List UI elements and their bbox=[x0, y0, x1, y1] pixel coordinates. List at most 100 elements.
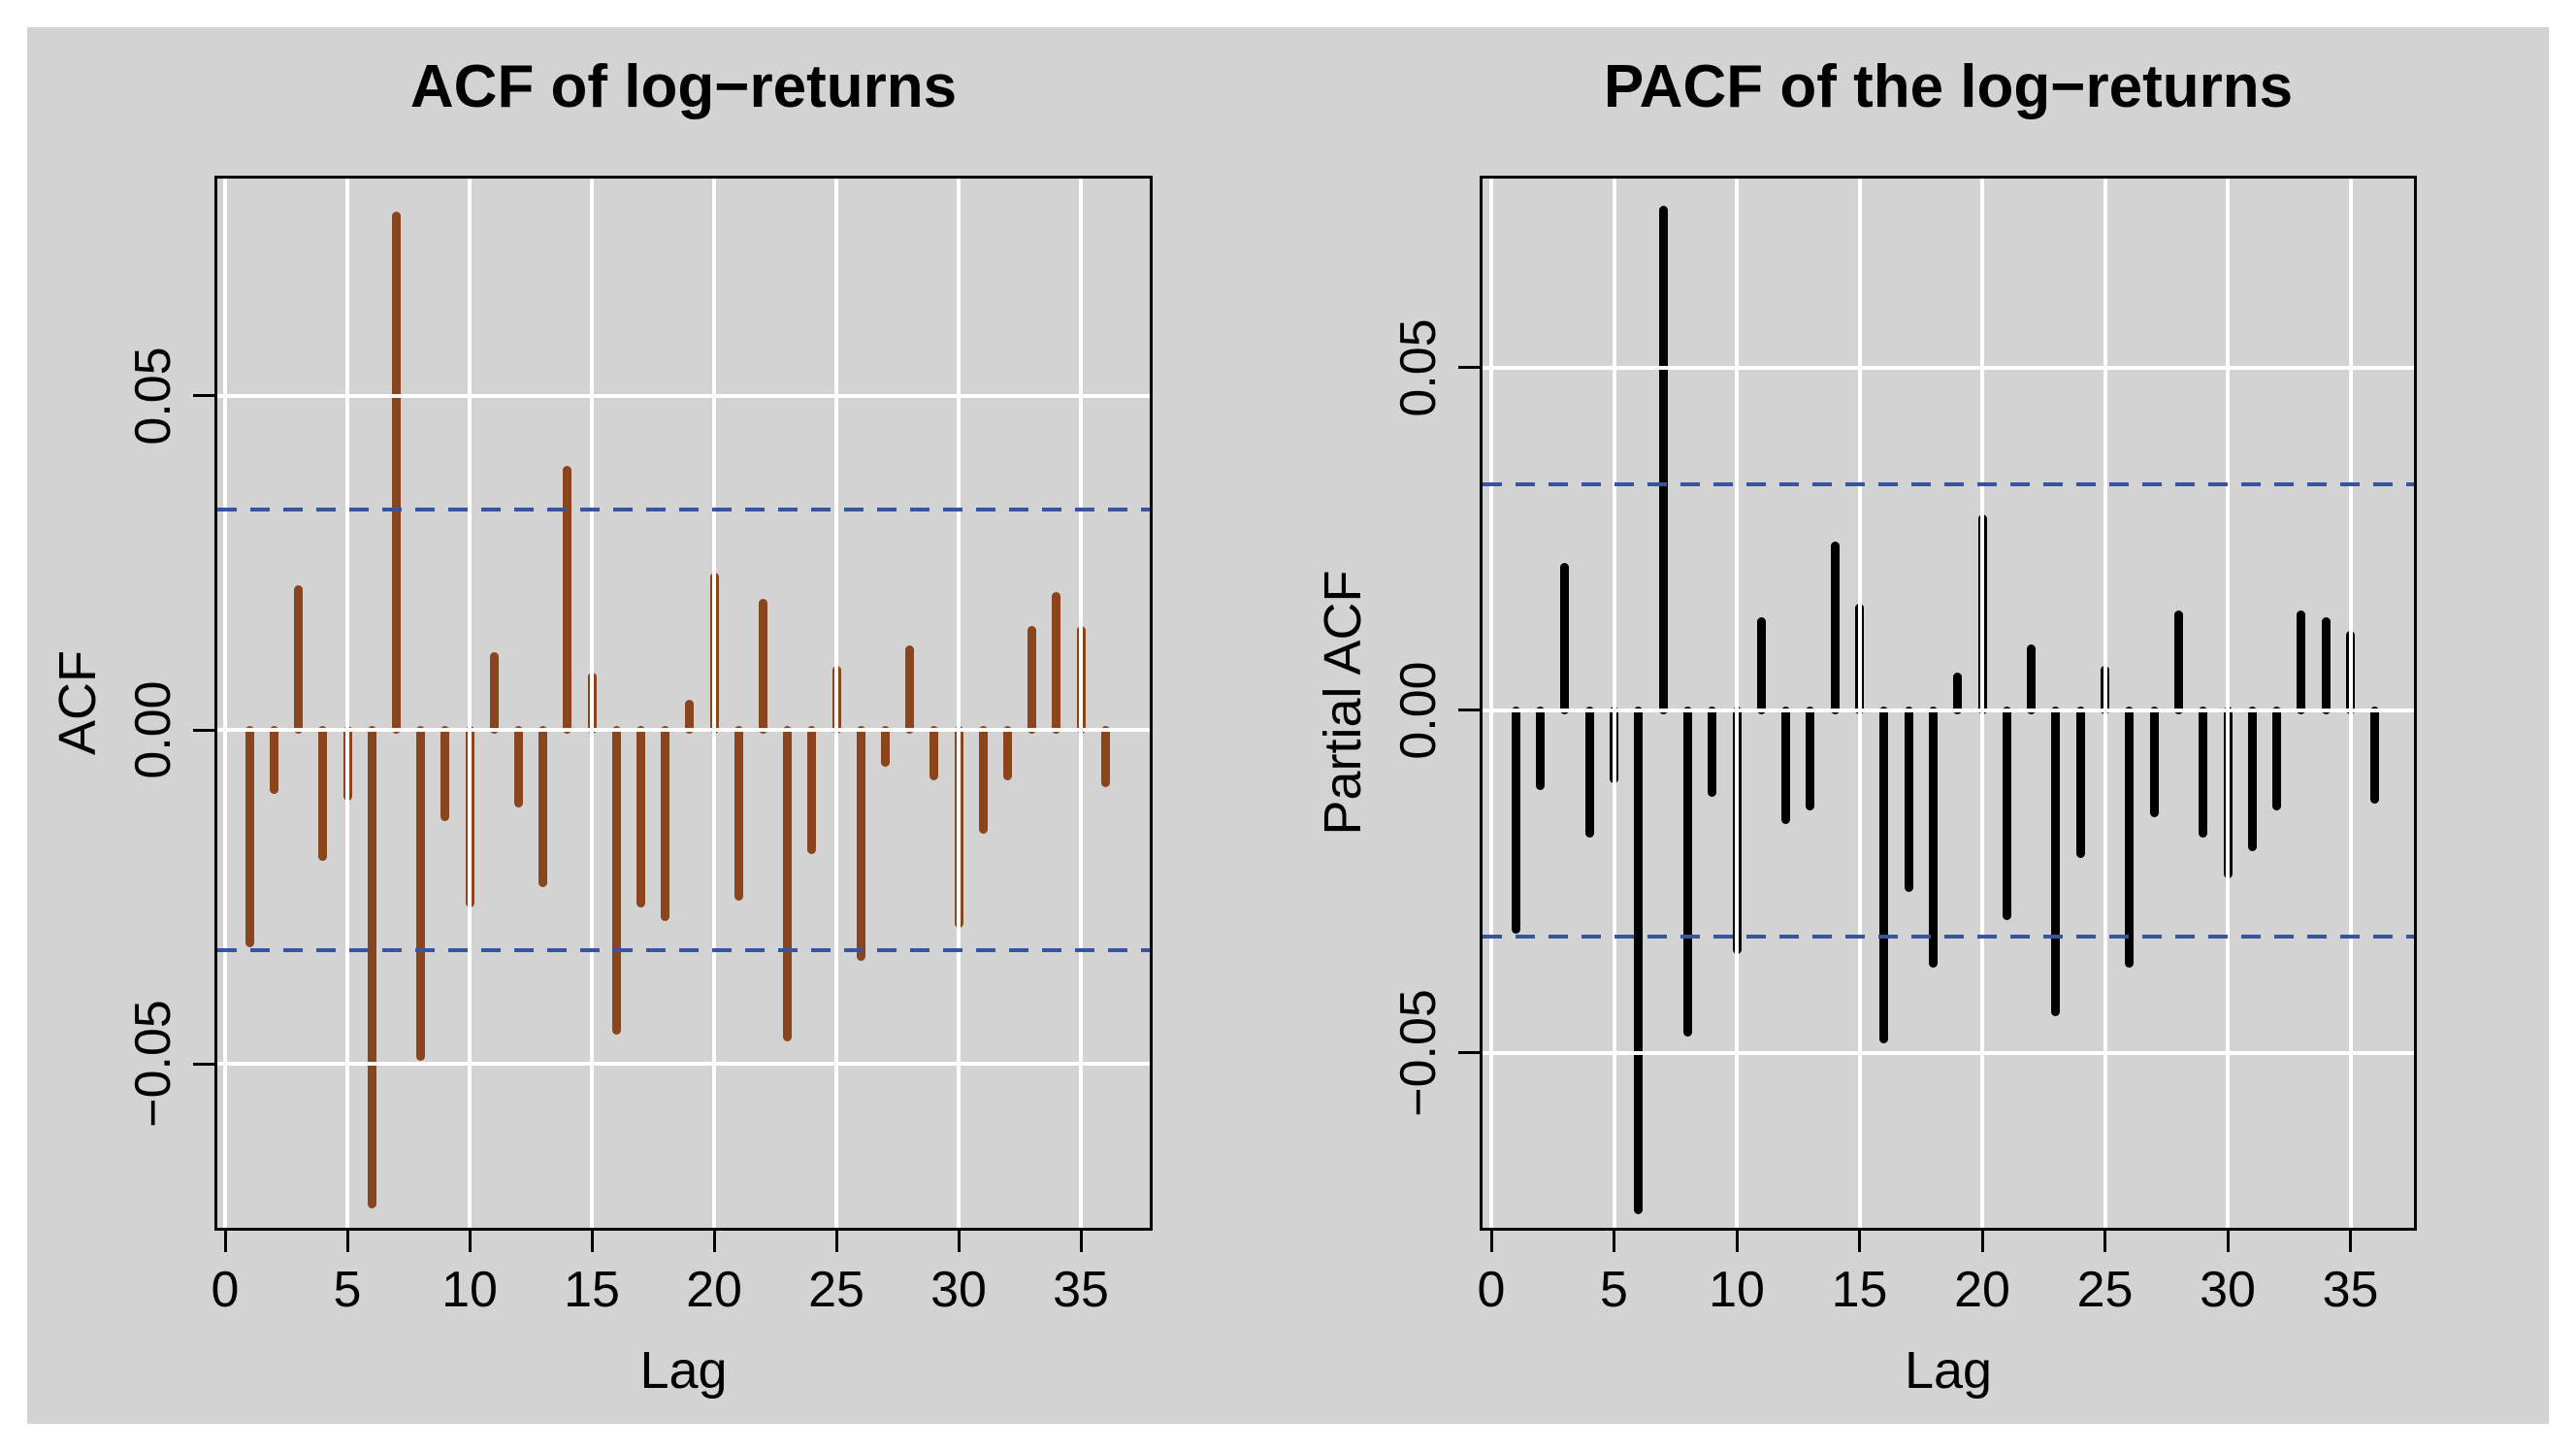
pacf-bar-lag-23 bbox=[2051, 706, 2061, 1016]
acf-bar-lag-13 bbox=[538, 726, 548, 888]
pacf-bar-lag-33 bbox=[2297, 610, 2306, 714]
acf-bar-lag-28 bbox=[905, 645, 915, 735]
acf-gridline-v-15 bbox=[590, 179, 594, 1228]
acf-bar-lag-22 bbox=[758, 599, 767, 735]
pacf-x-tick-30 bbox=[2226, 1231, 2230, 1252]
acf-bar-lag-7 bbox=[391, 211, 401, 735]
pacf-bar-lag-36 bbox=[2370, 706, 2380, 804]
acf-bar-lag-8 bbox=[416, 726, 426, 1062]
acf-bar-lag-14 bbox=[563, 465, 572, 735]
acf-plot-border bbox=[214, 176, 1153, 1231]
pacf-gridline-v-5 bbox=[1612, 179, 1616, 1228]
pacf-bar-lag-31 bbox=[2247, 706, 2257, 852]
acf-y-tick-0 bbox=[193, 394, 214, 398]
acf-confidence-band-lower bbox=[217, 948, 1150, 953]
pacf-x-tick-5 bbox=[1613, 1231, 1615, 1252]
acf-x-tick-label-25: 25 bbox=[808, 1262, 864, 1318]
pacf-plot-border bbox=[1480, 176, 2417, 1231]
pacf-x-tick-35 bbox=[2349, 1231, 2352, 1252]
pacf-bar-lag-17 bbox=[1904, 706, 1913, 893]
pacf-bar-lag-19 bbox=[1953, 672, 1963, 714]
pacf-bar-lag-6 bbox=[1634, 706, 1644, 1215]
pacf-x-tick-20 bbox=[1980, 1231, 1984, 1252]
acf-bar-lag-9 bbox=[440, 726, 450, 821]
pacf-x-tick-label-5: 5 bbox=[1600, 1262, 1628, 1318]
acf-bar-lag-2 bbox=[269, 726, 278, 794]
pacf-confidence-band-lower bbox=[1483, 934, 2414, 939]
pacf-bar-lag-28 bbox=[2173, 610, 2183, 714]
pacf-gridline-v-25 bbox=[2103, 179, 2107, 1228]
acf-bar-lag-21 bbox=[734, 726, 743, 902]
pacf-x-tick-label-10: 10 bbox=[1709, 1262, 1765, 1318]
acf-y-tick-label-1: 0.00 bbox=[125, 680, 181, 779]
acf-x-tick-label-5: 5 bbox=[333, 1262, 362, 1318]
pacf-bar-lag-11 bbox=[1756, 617, 1766, 714]
acf-x-tick-15 bbox=[590, 1231, 594, 1252]
acf-x-tick-0 bbox=[223, 1231, 227, 1252]
pacf-y-tick-2 bbox=[1458, 1051, 1480, 1055]
pacf-gridline-h-0 bbox=[1483, 365, 2414, 370]
pacf-x-tick-10 bbox=[1735, 1231, 1739, 1252]
pacf-bar-lag-26 bbox=[2125, 706, 2135, 969]
pacf-bar-lag-34 bbox=[2321, 617, 2331, 714]
acf-bar-lag-23 bbox=[783, 726, 793, 1041]
acf-bar-lag-27 bbox=[880, 726, 890, 768]
pacf-x-tick-label-0: 0 bbox=[1477, 1262, 1506, 1318]
pacf-bar-lag-22 bbox=[2027, 644, 2037, 714]
pacf-confidence-band-upper bbox=[1483, 481, 2414, 486]
acf-bar-lag-16 bbox=[611, 726, 621, 1035]
acf-x-axis-label: Lag bbox=[639, 1341, 728, 1400]
acf-gridline-v-5 bbox=[345, 179, 349, 1228]
pacf-bar-lag-13 bbox=[1806, 706, 1815, 810]
pacf-bar-lag-8 bbox=[1682, 706, 1692, 1037]
pacf-bar-lag-32 bbox=[2272, 706, 2282, 810]
acf-x-tick-label-10: 10 bbox=[441, 1262, 498, 1318]
pacf-bar-lag-1 bbox=[1511, 706, 1520, 934]
acf-x-tick-label-15: 15 bbox=[564, 1262, 620, 1318]
acf-gridline-v-30 bbox=[957, 179, 961, 1228]
acf-gridline-h-2 bbox=[217, 1062, 1150, 1067]
pacf-y-tick-label-0: 0.05 bbox=[1390, 318, 1447, 417]
acf-y-tick-label-2: −0.05 bbox=[125, 1000, 181, 1129]
acf-bar-lag-4 bbox=[318, 726, 328, 861]
pacf-bar-lag-14 bbox=[1830, 542, 1840, 714]
acf-x-tick-25 bbox=[834, 1231, 838, 1252]
acf-bar-lag-33 bbox=[1027, 625, 1037, 735]
pacf-gridline-h-1 bbox=[1483, 708, 2414, 712]
pacf-gridline-h-2 bbox=[1483, 1050, 2414, 1055]
acf-bar-lag-6 bbox=[367, 726, 376, 1208]
acf-bar-lag-11 bbox=[489, 652, 499, 735]
pacf-x-axis-label: Lag bbox=[1904, 1341, 1993, 1400]
acf-y-axis-label: ACF bbox=[49, 650, 107, 755]
pacf-bar-lag-21 bbox=[2002, 706, 2011, 920]
pacf-x-tick-label-35: 35 bbox=[2322, 1262, 2379, 1318]
acf-bar-lag-3 bbox=[294, 585, 304, 735]
acf-bar-lag-1 bbox=[245, 726, 254, 948]
pacf-y-tick-label-1: 0.00 bbox=[1390, 661, 1447, 760]
acf-bar-lag-12 bbox=[513, 726, 523, 808]
acf-gridline-v-10 bbox=[468, 179, 472, 1228]
pacf-x-tick-label-25: 25 bbox=[2076, 1262, 2134, 1318]
pacf-bar-lag-24 bbox=[2075, 706, 2085, 859]
pacf-gridline-v-30 bbox=[2226, 179, 2230, 1228]
pacf-x-tick-0 bbox=[1489, 1231, 1493, 1252]
pacf-bar-lag-18 bbox=[1928, 706, 1938, 969]
acf-x-tick-10 bbox=[468, 1231, 472, 1252]
acf-bar-lag-17 bbox=[636, 726, 645, 908]
pacf-bar-lag-29 bbox=[2199, 706, 2208, 838]
acf-x-tick-30 bbox=[957, 1231, 961, 1252]
acf-bar-lag-34 bbox=[1052, 592, 1061, 735]
pacf-x-tick-25 bbox=[2103, 1231, 2106, 1252]
acf-bar-lag-24 bbox=[807, 726, 817, 854]
acf-gridline-v-0 bbox=[223, 179, 227, 1228]
acf-bar-lag-26 bbox=[856, 726, 865, 962]
pacf-gridline-v-35 bbox=[2348, 179, 2353, 1228]
pacf-x-tick-label-15: 15 bbox=[1831, 1262, 1888, 1318]
acf-x-tick-label-20: 20 bbox=[686, 1262, 742, 1318]
pacf-gridline-v-0 bbox=[1489, 179, 1493, 1228]
pacf-x-tick-15 bbox=[1858, 1231, 1861, 1252]
acf-gridline-h-1 bbox=[217, 728, 1150, 733]
